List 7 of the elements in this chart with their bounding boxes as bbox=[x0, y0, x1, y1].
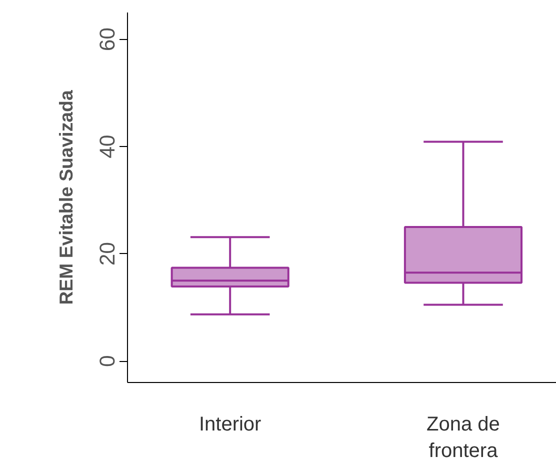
y-tick-label: 40 bbox=[96, 134, 120, 158]
x-tick-label: Interior bbox=[198, 414, 262, 436]
y-tick-label: 20 bbox=[96, 242, 120, 266]
y-axis-title: REM Evitable Suavizada bbox=[56, 90, 76, 305]
x-tick-label: Zona de frontera bbox=[426, 414, 500, 462]
y-tick-label: 0 bbox=[96, 354, 120, 367]
y-tick-label: 60 bbox=[96, 27, 120, 52]
